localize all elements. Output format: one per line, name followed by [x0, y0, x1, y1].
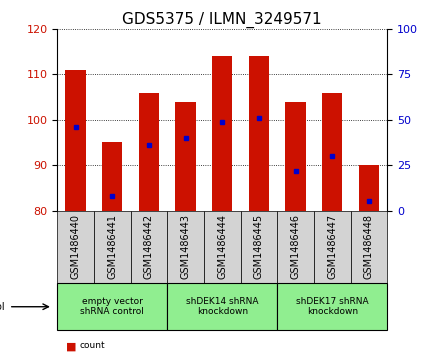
Bar [286, 102, 306, 211]
Text: GSM1486445: GSM1486445 [254, 214, 264, 280]
Bar [139, 93, 159, 211]
Text: GSM1486446: GSM1486446 [290, 214, 301, 280]
Text: protocol: protocol [0, 302, 4, 312]
Text: ■: ■ [66, 341, 77, 351]
Text: GSM1486443: GSM1486443 [180, 214, 191, 280]
Text: count: count [79, 341, 105, 350]
Bar [249, 56, 269, 211]
Bar [359, 165, 379, 211]
Text: GSM1486444: GSM1486444 [217, 214, 227, 280]
Text: shDEK17 shRNA
knockdown: shDEK17 shRNA knockdown [296, 297, 369, 317]
Text: GSM1486448: GSM1486448 [364, 214, 374, 280]
Bar [66, 70, 86, 211]
Bar [322, 93, 342, 211]
Text: empty vector
shRNA control: empty vector shRNA control [80, 297, 144, 317]
Title: GDS5375 / ILMN_3249571: GDS5375 / ILMN_3249571 [122, 12, 322, 28]
Bar [212, 56, 232, 211]
Bar [102, 142, 122, 211]
Text: shDEK14 shRNA
knockdown: shDEK14 shRNA knockdown [186, 297, 258, 317]
Text: GSM1486441: GSM1486441 [107, 214, 117, 280]
Text: GSM1486440: GSM1486440 [70, 214, 81, 280]
Bar [176, 102, 196, 211]
Text: GSM1486447: GSM1486447 [327, 214, 337, 280]
Text: GSM1486442: GSM1486442 [144, 214, 154, 280]
